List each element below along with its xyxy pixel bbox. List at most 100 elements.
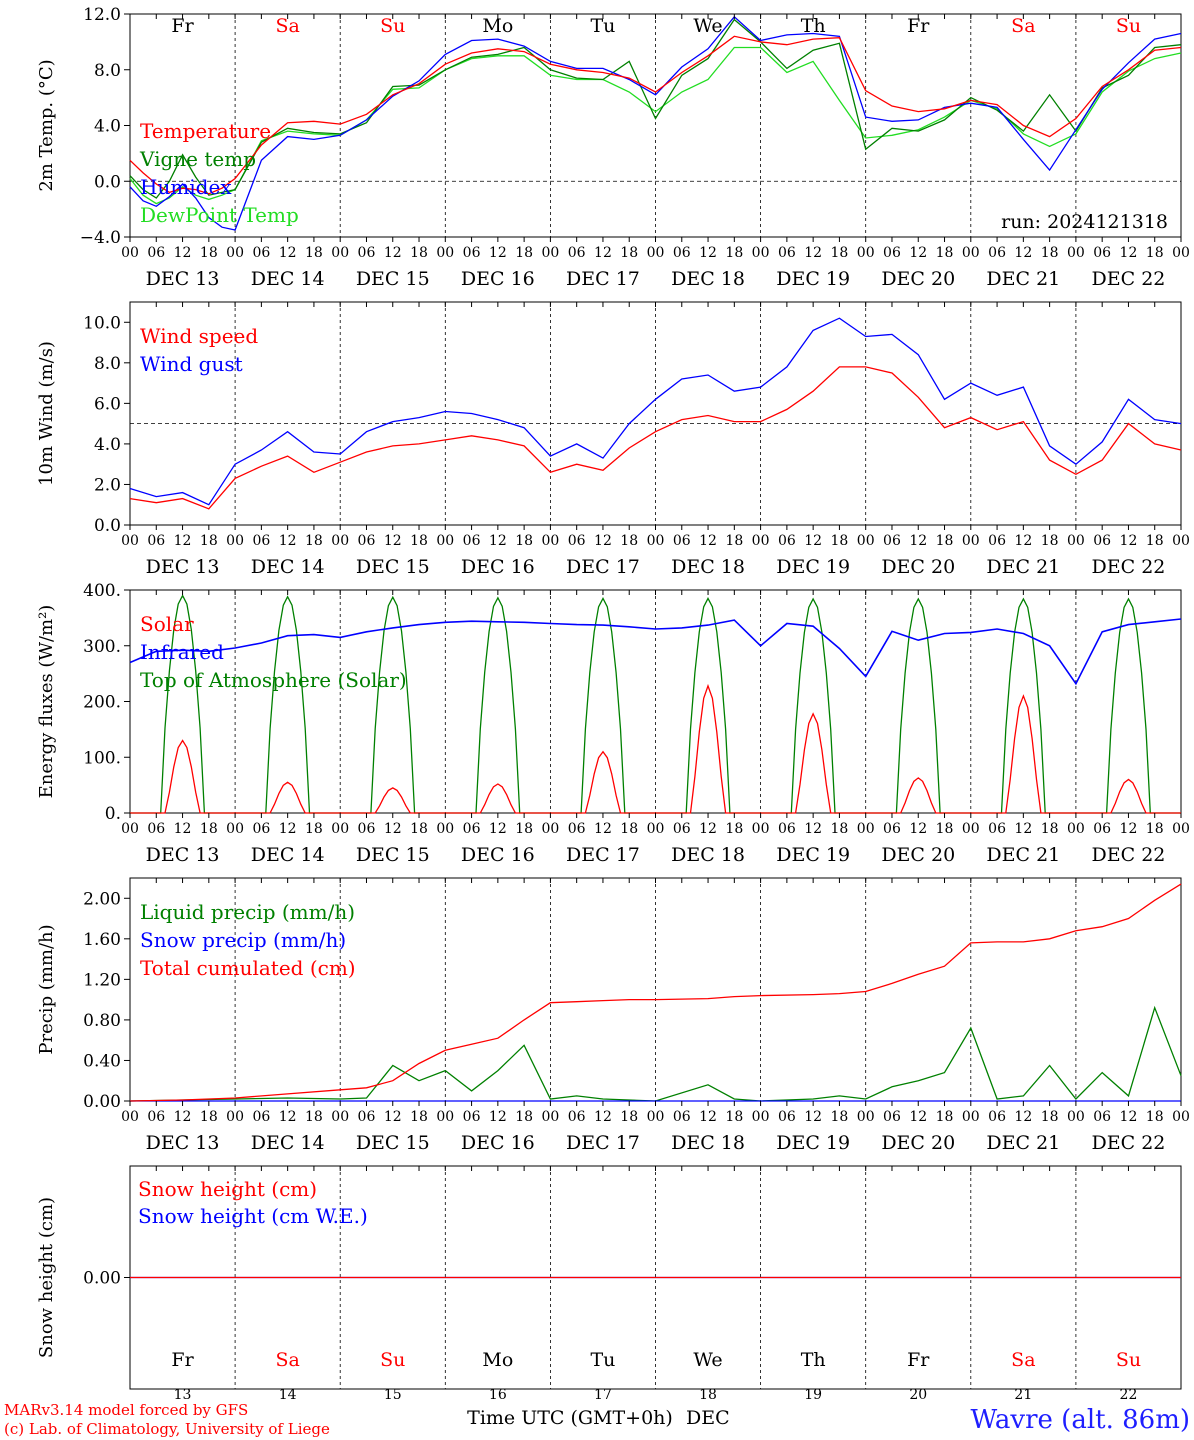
day-number: 22 [1120,1387,1138,1403]
hour-tick-label: 12 [1120,1109,1138,1125]
legend-entry: Humidex [140,175,232,199]
hour-tick-label: 18 [1041,821,1059,837]
hour-tick-label: 12 [174,1109,192,1125]
series-line-temperature [129,35,1182,195]
hour-tick-label: 18 [831,533,849,549]
plot-frame [129,301,1182,526]
hour-tick-label: 12 [174,533,192,549]
day-name-bottom: Su [1116,1349,1141,1371]
date-label: DEC 18 [671,268,745,290]
day-number: 17 [594,1387,612,1403]
legend-entry: Wind speed [140,324,258,348]
y-tick-label: 8.0 [94,61,121,81]
hour-tick-label: 12 [489,821,507,837]
hour-tick-label: 18 [305,533,323,549]
hour-tick-label: 12 [1014,245,1032,261]
hour-tick-label: 18 [410,1109,428,1125]
day-name-bottom: Sa [1011,1349,1035,1371]
hour-tick-label: 12 [384,821,402,837]
hour-tick-label: 18 [936,245,954,261]
hour-tick-label: 12 [699,821,717,837]
hour-tick-label: 00 [121,821,139,837]
date-label: DEC 16 [461,1132,535,1154]
date-label: DEC 13 [146,1132,220,1154]
hour-tick-label: 18 [200,245,218,261]
date-label: DEC 14 [251,1132,325,1154]
hour-tick-label: 00 [857,533,875,549]
hour-tick-label: 18 [305,245,323,261]
hour-tick-label: 06 [463,821,481,837]
hour-tick-label: 18 [1041,245,1059,261]
date-label: DEC 13 [146,268,220,290]
hour-tick-label: 00 [331,1109,349,1125]
legend-entry: Snow height (cm W.E.) [138,1204,368,1228]
series-line-wind-gust [129,317,1182,506]
date-label: DEC 17 [566,1132,640,1154]
hour-tick-label: 18 [410,245,428,261]
hour-tick-label: 18 [831,1109,849,1125]
hour-tick-label: 12 [279,245,297,261]
date-label: DEC 19 [776,1132,850,1154]
series-line-humidex [129,15,1182,231]
hour-tick-label: 18 [515,245,533,261]
hour-tick-label: 06 [778,821,796,837]
hour-tick-label: 18 [936,533,954,549]
hour-tick-label: 00 [436,533,454,549]
series-line-wind-speed [129,366,1182,510]
date-label: DEC 21 [986,268,1060,290]
hour-tick-label: 18 [620,1109,638,1125]
y-tick-label: 12.0 [83,5,121,25]
legend-entry: Solar [140,612,194,636]
day-name-top: Fr [907,15,930,37]
hour-tick-label: 06 [568,533,586,549]
hour-tick-label: 00 [962,533,980,549]
day-name-bottom: Fr [907,1349,930,1371]
y-tick-label: 0.80 [83,1011,121,1031]
hour-tick-label: 06 [673,821,691,837]
hour-tick-label: 18 [410,821,428,837]
legend-entry: DewPoint Temp [140,203,299,227]
y-tick-label: 100. [83,748,121,768]
day-name-bottom: Th [801,1349,826,1371]
hour-tick-label: 12 [279,821,297,837]
hour-tick-label: 00 [331,245,349,261]
hour-tick-label: 00 [857,1109,875,1125]
day-name-top: Mo [482,15,513,37]
hour-tick-label: 18 [515,821,533,837]
hour-tick-label: 12 [174,245,192,261]
hour-tick-label: 18 [831,821,849,837]
date-label: DEC 22 [1092,844,1166,866]
hour-tick-label: 06 [147,533,165,549]
hour-tick-label: 00 [226,533,244,549]
hour-tick-label: 06 [252,533,270,549]
hour-tick-label: 00 [541,1109,559,1125]
date-label: DEC 15 [356,844,430,866]
hour-tick-label: 00 [1172,533,1190,549]
hour-tick-label: 00 [647,245,665,261]
hour-tick-label: 12 [804,245,822,261]
date-label: DEC 16 [461,268,535,290]
hour-tick-label: 06 [358,533,376,549]
hour-tick-label: 00 [962,245,980,261]
hour-tick-label: 12 [594,245,612,261]
hour-tick-label: 06 [147,245,165,261]
run-label: run: 2024121318 [1001,211,1168,233]
y-tick-label: 200. [83,693,121,713]
hour-tick-label: 00 [121,533,139,549]
hour-tick-label: 00 [1067,533,1085,549]
hour-tick-label: 12 [909,821,927,837]
lab-credit: (c) Lab. of Climatology, University of L… [4,1420,330,1438]
date-label: DEC 20 [881,1132,955,1154]
hour-tick-label: 18 [936,1109,954,1125]
hour-tick-label: 00 [226,1109,244,1125]
date-label: DEC 22 [1092,1132,1166,1154]
legend-entry: Infrared [140,640,224,664]
day-name-top: Su [380,15,405,37]
hour-tick-label: 06 [988,1109,1006,1125]
hour-tick-label: 06 [883,533,901,549]
hour-tick-label: 00 [857,245,875,261]
hour-tick-label: 00 [1067,245,1085,261]
hour-tick-label: 12 [489,1109,507,1125]
hour-tick-label: 18 [831,245,849,261]
date-label: DEC 20 [881,556,955,578]
